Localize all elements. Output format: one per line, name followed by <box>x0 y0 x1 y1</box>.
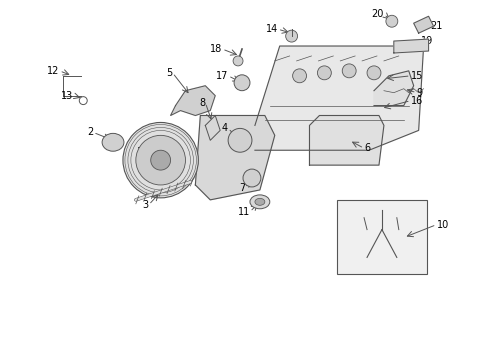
Text: 21: 21 <box>429 21 442 31</box>
Text: 17: 17 <box>215 71 228 81</box>
Polygon shape <box>393 39 427 53</box>
Circle shape <box>285 30 297 42</box>
Circle shape <box>292 69 306 83</box>
Text: 11: 11 <box>237 207 249 217</box>
Text: 19: 19 <box>420 36 432 46</box>
Ellipse shape <box>254 198 264 205</box>
Ellipse shape <box>249 195 269 209</box>
Circle shape <box>366 66 380 80</box>
Text: 6: 6 <box>364 143 369 153</box>
Text: 8: 8 <box>199 98 205 108</box>
Polygon shape <box>195 116 274 200</box>
Text: 18: 18 <box>209 44 222 54</box>
Text: 16: 16 <box>410 96 422 105</box>
Text: 12: 12 <box>47 66 60 76</box>
Circle shape <box>233 56 243 66</box>
Circle shape <box>243 169 260 187</box>
Polygon shape <box>254 46 423 150</box>
Text: 9: 9 <box>416 88 422 98</box>
Polygon shape <box>373 71 413 105</box>
Text: 5: 5 <box>166 68 172 78</box>
Text: 14: 14 <box>265 24 277 34</box>
Circle shape <box>385 15 397 27</box>
Polygon shape <box>170 86 215 116</box>
Text: 7: 7 <box>238 183 244 193</box>
Text: 3: 3 <box>142 200 148 210</box>
Text: 1: 1 <box>136 147 142 157</box>
Text: 2: 2 <box>87 127 93 138</box>
Text: 13: 13 <box>61 91 73 101</box>
Text: 4: 4 <box>222 123 228 134</box>
Ellipse shape <box>102 133 123 151</box>
Circle shape <box>136 135 185 185</box>
Circle shape <box>342 64 355 78</box>
Circle shape <box>228 129 251 152</box>
Circle shape <box>150 150 170 170</box>
Text: 10: 10 <box>436 220 448 230</box>
Polygon shape <box>413 16 433 33</box>
Polygon shape <box>309 116 383 165</box>
Text: 15: 15 <box>410 71 422 81</box>
Circle shape <box>122 122 198 198</box>
Circle shape <box>79 96 87 105</box>
Text: 20: 20 <box>371 9 383 19</box>
Circle shape <box>317 66 331 80</box>
Circle shape <box>234 75 249 91</box>
Bar <box>337 200 426 274</box>
